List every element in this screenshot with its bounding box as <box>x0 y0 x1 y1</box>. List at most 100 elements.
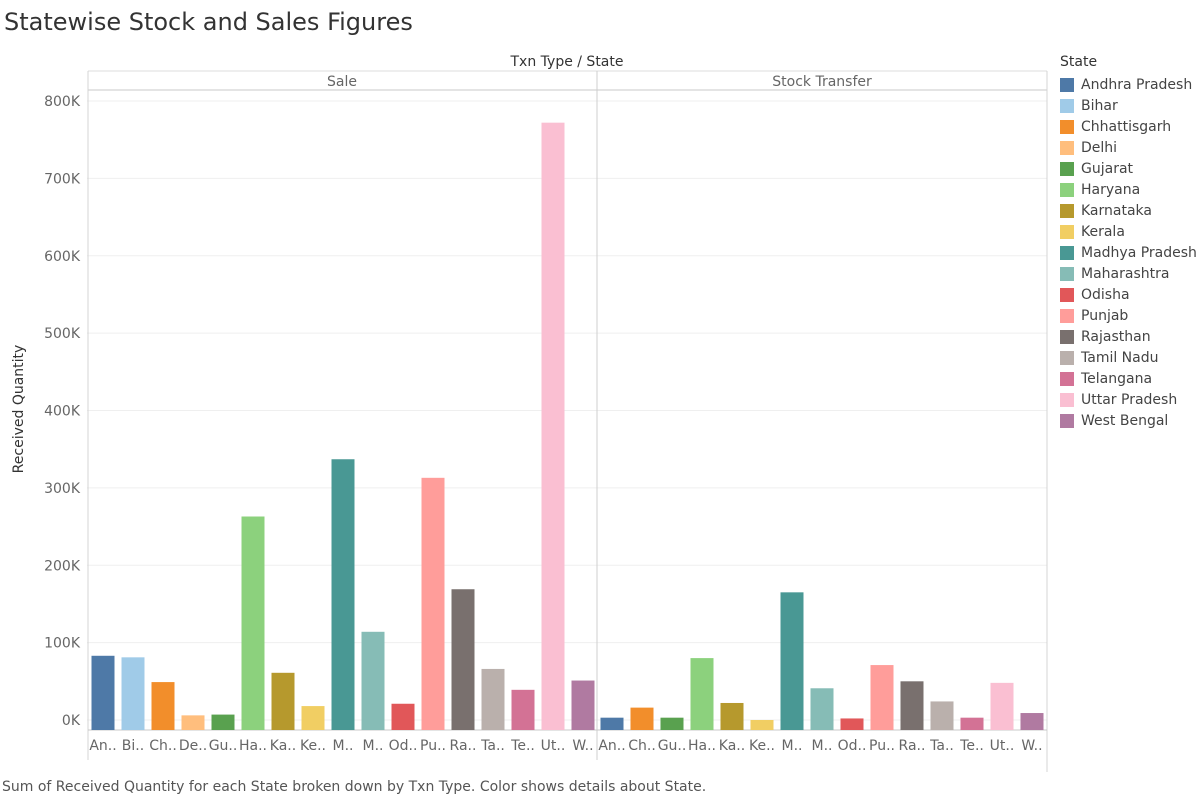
bar[interactable] <box>271 672 295 730</box>
bar[interactable] <box>571 680 595 730</box>
bar[interactable] <box>780 592 804 730</box>
y-tick-label: 0K <box>62 713 81 729</box>
bar[interactable] <box>690 658 714 730</box>
legend-item[interactable]: Punjab <box>1060 305 1204 326</box>
bar[interactable] <box>630 707 654 730</box>
x-tick-label: Ha.. <box>688 738 716 754</box>
legend-label: Chhattisgarh <box>1081 118 1172 135</box>
bar[interactable] <box>211 714 235 730</box>
x-tick-label: Ut.. <box>990 738 1015 754</box>
x-tick-label: M.. <box>333 738 354 754</box>
legend-swatch <box>1060 392 1074 407</box>
legend-swatch <box>1060 308 1074 323</box>
x-tick-label: Pu.. <box>869 738 895 754</box>
legend-label: Telangana <box>1081 370 1153 387</box>
bar[interactable] <box>511 689 535 730</box>
bar[interactable] <box>301 706 325 730</box>
x-tick-label: W.. <box>1021 738 1042 754</box>
chart-caption: Sum of Received Quantity for each State … <box>2 779 707 795</box>
bar[interactable] <box>391 703 415 730</box>
legend-item[interactable]: Telangana <box>1060 368 1204 389</box>
legend-item[interactable]: Bihar <box>1060 95 1204 116</box>
y-tick-label: 400K <box>44 404 81 420</box>
legend-item[interactable]: Maharashtra <box>1060 263 1204 284</box>
bar-chart: Txn Type / State Sale Stock Transfer Rec… <box>11 54 1048 772</box>
bar[interactable] <box>541 122 565 731</box>
legend-item[interactable]: Rajasthan <box>1060 326 1204 347</box>
bar[interactable] <box>241 516 265 730</box>
y-axis-ticks: 0K 100K 200K 300K 400K 500K 600K 700K 800K <box>44 94 81 729</box>
legend-label: Madhya Pradesh <box>1081 244 1197 261</box>
x-tick-label: An.. <box>89 738 116 754</box>
bar[interactable] <box>151 682 175 730</box>
legend-item[interactable]: West Bengal <box>1060 410 1204 431</box>
legend-label: Uttar Pradesh <box>1081 391 1178 408</box>
legend-swatch <box>1060 203 1074 218</box>
legend-label: Haryana <box>1081 181 1141 198</box>
legend-label: Tamil Nadu <box>1081 349 1159 366</box>
bar[interactable] <box>91 655 115 730</box>
y-axis-label: Received Quantity <box>11 345 27 474</box>
legend-item[interactable]: Odisha <box>1060 284 1204 305</box>
x-tick-label: De.. <box>179 738 207 754</box>
x-tick-label: M.. <box>812 738 833 754</box>
bar[interactable] <box>600 717 624 730</box>
panel-label-stock-transfer: Stock Transfer <box>772 74 872 90</box>
bar[interactable] <box>930 701 954 730</box>
legend-label: Maharashtra <box>1081 265 1170 282</box>
bars <box>91 122 1044 731</box>
bar[interactable] <box>421 477 445 730</box>
legend-label: Kerala <box>1081 223 1125 240</box>
x-tick-label: Ch.. <box>149 738 177 754</box>
x-tick-label: Od.. <box>389 738 418 754</box>
legend: State Andhra Pradesh Bihar Chhattisgarh Del… <box>1060 54 1204 431</box>
bar[interactable] <box>121 657 145 730</box>
x-tick-label: Ka.. <box>719 738 745 754</box>
bar[interactable] <box>810 688 834 730</box>
legend-swatch <box>1060 266 1074 281</box>
legend-item[interactable]: Chhattisgarh <box>1060 116 1204 137</box>
x-tick-label: Ut.. <box>541 738 566 754</box>
legend-label: Punjab <box>1081 307 1129 324</box>
bar[interactable] <box>451 589 475 730</box>
legend-item[interactable]: Madhya Pradesh <box>1060 242 1204 263</box>
bar[interactable] <box>750 720 774 730</box>
y-tick-label: 600K <box>44 249 81 265</box>
legend-label: Odisha <box>1081 286 1130 303</box>
x-tick-label: W.. <box>572 738 593 754</box>
bar[interactable] <box>660 717 684 730</box>
bar[interactable] <box>181 715 205 730</box>
bar[interactable] <box>900 681 924 730</box>
legend-item[interactable]: Gujarat <box>1060 158 1204 179</box>
legend-swatch <box>1060 140 1074 155</box>
x-tick-label: M.. <box>782 738 803 754</box>
legend-item[interactable]: Kerala <box>1060 221 1204 242</box>
legend-item[interactable]: Tamil Nadu <box>1060 347 1204 368</box>
legend-swatch <box>1060 98 1074 113</box>
bar[interactable] <box>481 668 505 730</box>
bar[interactable] <box>361 631 385 730</box>
bar[interactable] <box>840 718 864 730</box>
legend-label: West Bengal <box>1081 412 1169 429</box>
bar[interactable] <box>990 682 1014 730</box>
legend-label: Andhra Pradesh <box>1081 76 1193 93</box>
y-tick-label: 500K <box>44 326 81 342</box>
legend-item[interactable]: Delhi <box>1060 137 1204 158</box>
bar[interactable] <box>331 459 355 730</box>
legend-item[interactable]: Uttar Pradesh <box>1060 389 1204 410</box>
legend-item[interactable]: Karnataka <box>1060 200 1204 221</box>
x-tick-label: Ke.. <box>749 738 775 754</box>
bar[interactable] <box>720 702 744 730</box>
bar[interactable] <box>870 665 894 730</box>
y-tick-label: 300K <box>44 481 81 497</box>
x-tick-label: Ha.. <box>239 738 267 754</box>
legend-item[interactable]: Andhra Pradesh <box>1060 74 1204 95</box>
chart-title: Statewise Stock and Sales Figures <box>4 8 413 36</box>
header-label: Txn Type / State <box>510 54 624 70</box>
legend-swatch <box>1060 119 1074 134</box>
bar[interactable] <box>1020 713 1044 730</box>
bar[interactable] <box>960 717 984 730</box>
legend-item[interactable]: Haryana <box>1060 179 1204 200</box>
gridlines <box>87 100 1047 721</box>
legend-label: Karnataka <box>1081 202 1152 219</box>
